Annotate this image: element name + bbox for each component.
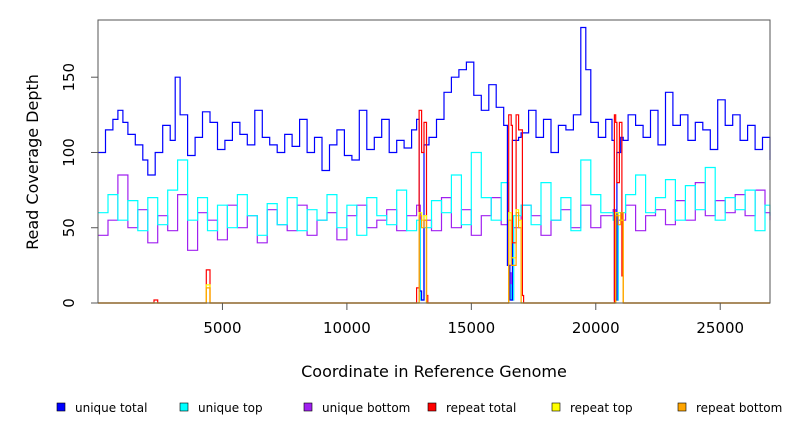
legend-label-repeat-top: repeat top <box>570 401 633 415</box>
legend-swatch-unique-total <box>56 402 66 412</box>
legend-label-repeat-total: repeat total <box>446 401 516 415</box>
legend-label-repeat-bottom: repeat bottom <box>696 401 782 415</box>
legend-swatch-repeat-total <box>427 402 437 412</box>
x-tick-label: 5000 <box>203 319 241 337</box>
x-tick-label: 15000 <box>447 319 495 337</box>
legend-swatch-unique-top <box>179 402 189 412</box>
y-tick-label: 100 <box>60 138 78 167</box>
y-tick-label: 0 <box>60 298 78 308</box>
x-tick-label: 10000 <box>323 319 371 337</box>
x-tick-label: 20000 <box>572 319 620 337</box>
y-axis-title: Read Coverage Depth <box>23 74 42 250</box>
legend-label-unique-top: unique top <box>198 401 263 415</box>
y-tick-label: 150 <box>60 63 78 92</box>
series-line-unique-top <box>98 151 771 301</box>
legend: unique total unique top unique bottom repea… <box>56 401 782 415</box>
legend-swatch-repeat-bottom <box>677 402 687 412</box>
y-tick-label: 50 <box>60 218 78 237</box>
series-line-unique-total <box>98 26 771 301</box>
x-tick-label: 25000 <box>696 319 744 337</box>
x-axis: 5000 10000 15000 20000 25000 <box>203 303 744 337</box>
legend-swatch-repeat-top <box>551 402 561 412</box>
legend-label-unique-bottom: unique bottom <box>322 401 410 415</box>
x-axis-title: Coordinate in Reference Genome <box>301 362 567 381</box>
y-axis: 0 50 100 150 <box>60 63 98 308</box>
legend-swatch-unique-bottom <box>303 402 313 412</box>
legend-label-unique-total: unique total <box>75 401 147 415</box>
plot-frame <box>97 19 771 304</box>
